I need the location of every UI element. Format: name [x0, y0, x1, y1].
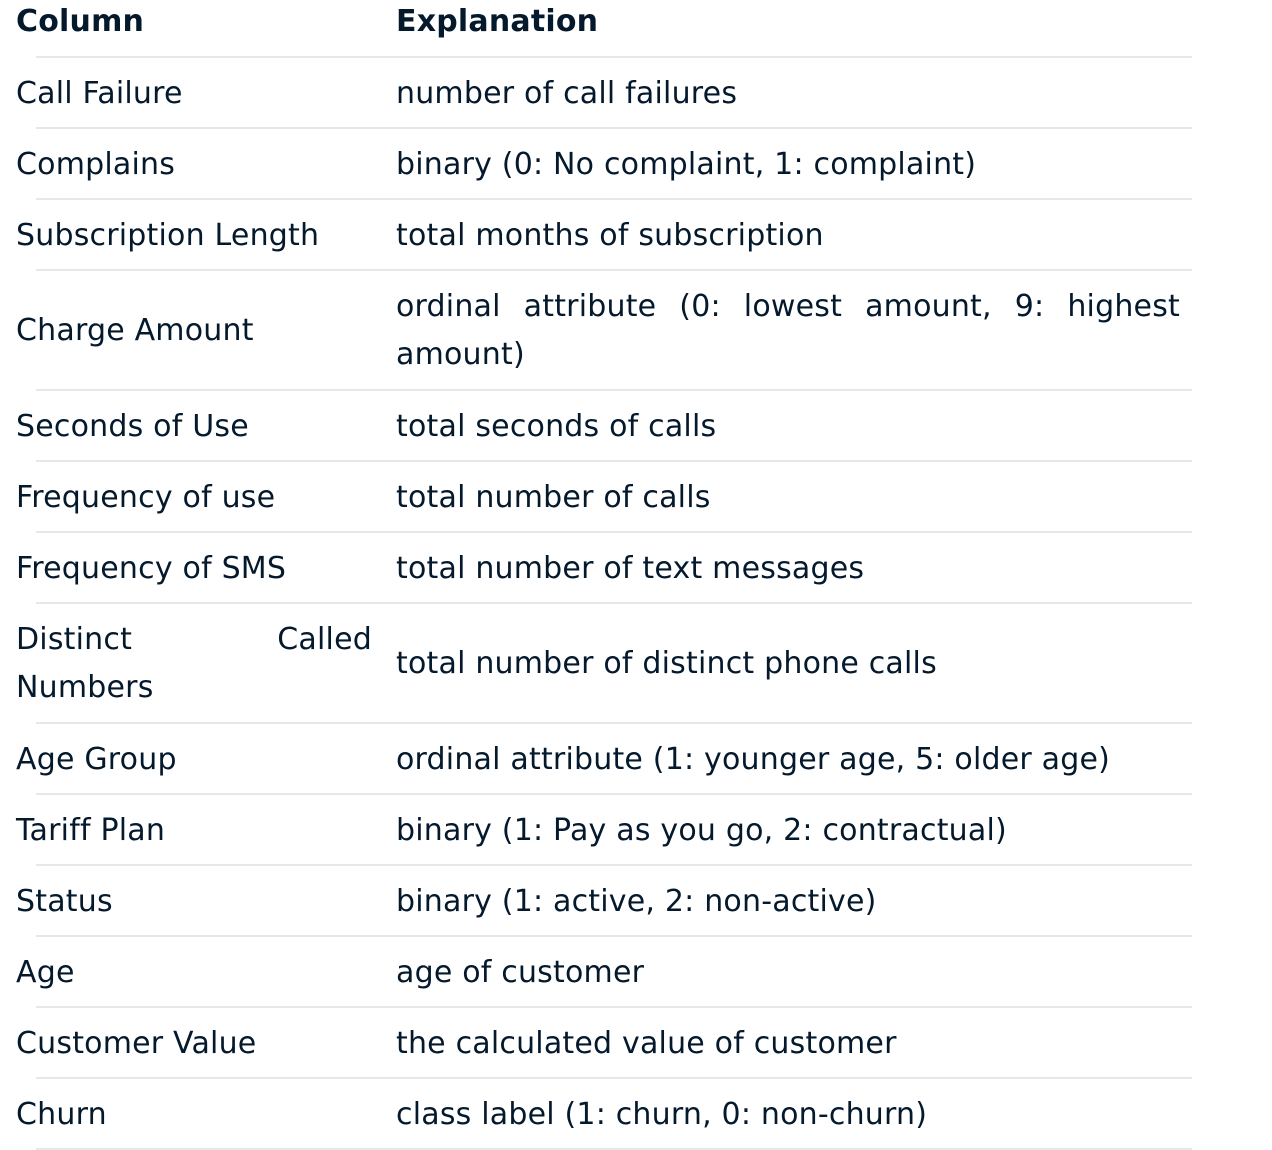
row-column-name: Customer Value — [16, 1025, 257, 1061]
row-column-name: Seconds of Use — [16, 408, 249, 444]
row-column-name: Age Group — [16, 741, 177, 777]
row-column-name: Churn — [16, 1096, 107, 1132]
table-row: Frequency of use total number of calls — [0, 462, 1192, 533]
row-column-name: Call Failure — [16, 75, 183, 111]
table-row: Complains binary (0: No complaint, 1: co… — [0, 129, 1192, 200]
column-explanation-table: Column Explanation Call Failure number o… — [0, 0, 1192, 1150]
table-row: Distinct Called Numbers total number of … — [0, 604, 1192, 724]
row-explanation: binary (0: No complaint, 1: complaint) — [396, 146, 977, 182]
row-column-name: Distinct Called Numbers — [16, 622, 372, 705]
row-column-name: Age — [16, 954, 75, 990]
table-row: Status binary (1: active, 2: non-active) — [0, 866, 1192, 937]
row-explanation: total months of subscription — [396, 217, 824, 253]
row-column-name: Complains — [16, 146, 176, 182]
row-explanation: number of call failures — [396, 75, 738, 111]
row-explanation: class label (1: churn, 0: non-churn) — [396, 1096, 928, 1132]
row-explanation: total number of calls — [396, 479, 711, 515]
table-header-row: Column Explanation — [0, 0, 1192, 58]
row-explanation: total number of text messages — [396, 550, 865, 586]
row-column-name: Tariff Plan — [16, 812, 166, 848]
table-row: Call Failure number of call failures — [0, 58, 1192, 129]
row-column-name: Subscription Length — [16, 217, 320, 253]
row-explanation: ordinal attribute (0: lowest amount, 9: … — [396, 289, 1180, 372]
row-explanation: age of customer — [396, 954, 645, 990]
table-row: Churn class label (1: churn, 0: non-chur… — [0, 1079, 1192, 1150]
table-row: Age Group ordinal attribute (1: younger … — [0, 724, 1192, 795]
row-explanation: binary (1: Pay as you go, 2: contractual… — [396, 812, 1007, 848]
row-explanation: total number of distinct phone calls — [396, 646, 937, 681]
row-column-name: Charge Amount — [16, 313, 254, 348]
table-row: Tariff Plan binary (1: Pay as you go, 2:… — [0, 795, 1192, 866]
row-explanation: total seconds of calls — [396, 408, 717, 444]
table-row: Charge Amount ordinal attribute (0: lowe… — [0, 271, 1192, 391]
header-explanation: Explanation — [396, 4, 599, 39]
header-column: Column — [16, 4, 145, 39]
table-row: Frequency of SMS total number of text me… — [0, 533, 1192, 604]
row-column-name: Frequency of SMS — [16, 550, 287, 586]
row-column-name: Frequency of use — [16, 479, 276, 515]
table-row: Subscription Length total months of subs… — [0, 200, 1192, 271]
table-row: Seconds of Use total seconds of calls — [0, 391, 1192, 462]
table-row: Age age of customer — [0, 937, 1192, 1008]
row-explanation: binary (1: active, 2: non-active) — [396, 883, 877, 919]
table-row: Customer Value the calculated value of c… — [0, 1008, 1192, 1079]
row-column-name: Status — [16, 883, 113, 919]
row-explanation: the calculated value of customer — [396, 1025, 897, 1061]
row-explanation: ordinal attribute (1: younger age, 5: ol… — [396, 741, 1111, 777]
